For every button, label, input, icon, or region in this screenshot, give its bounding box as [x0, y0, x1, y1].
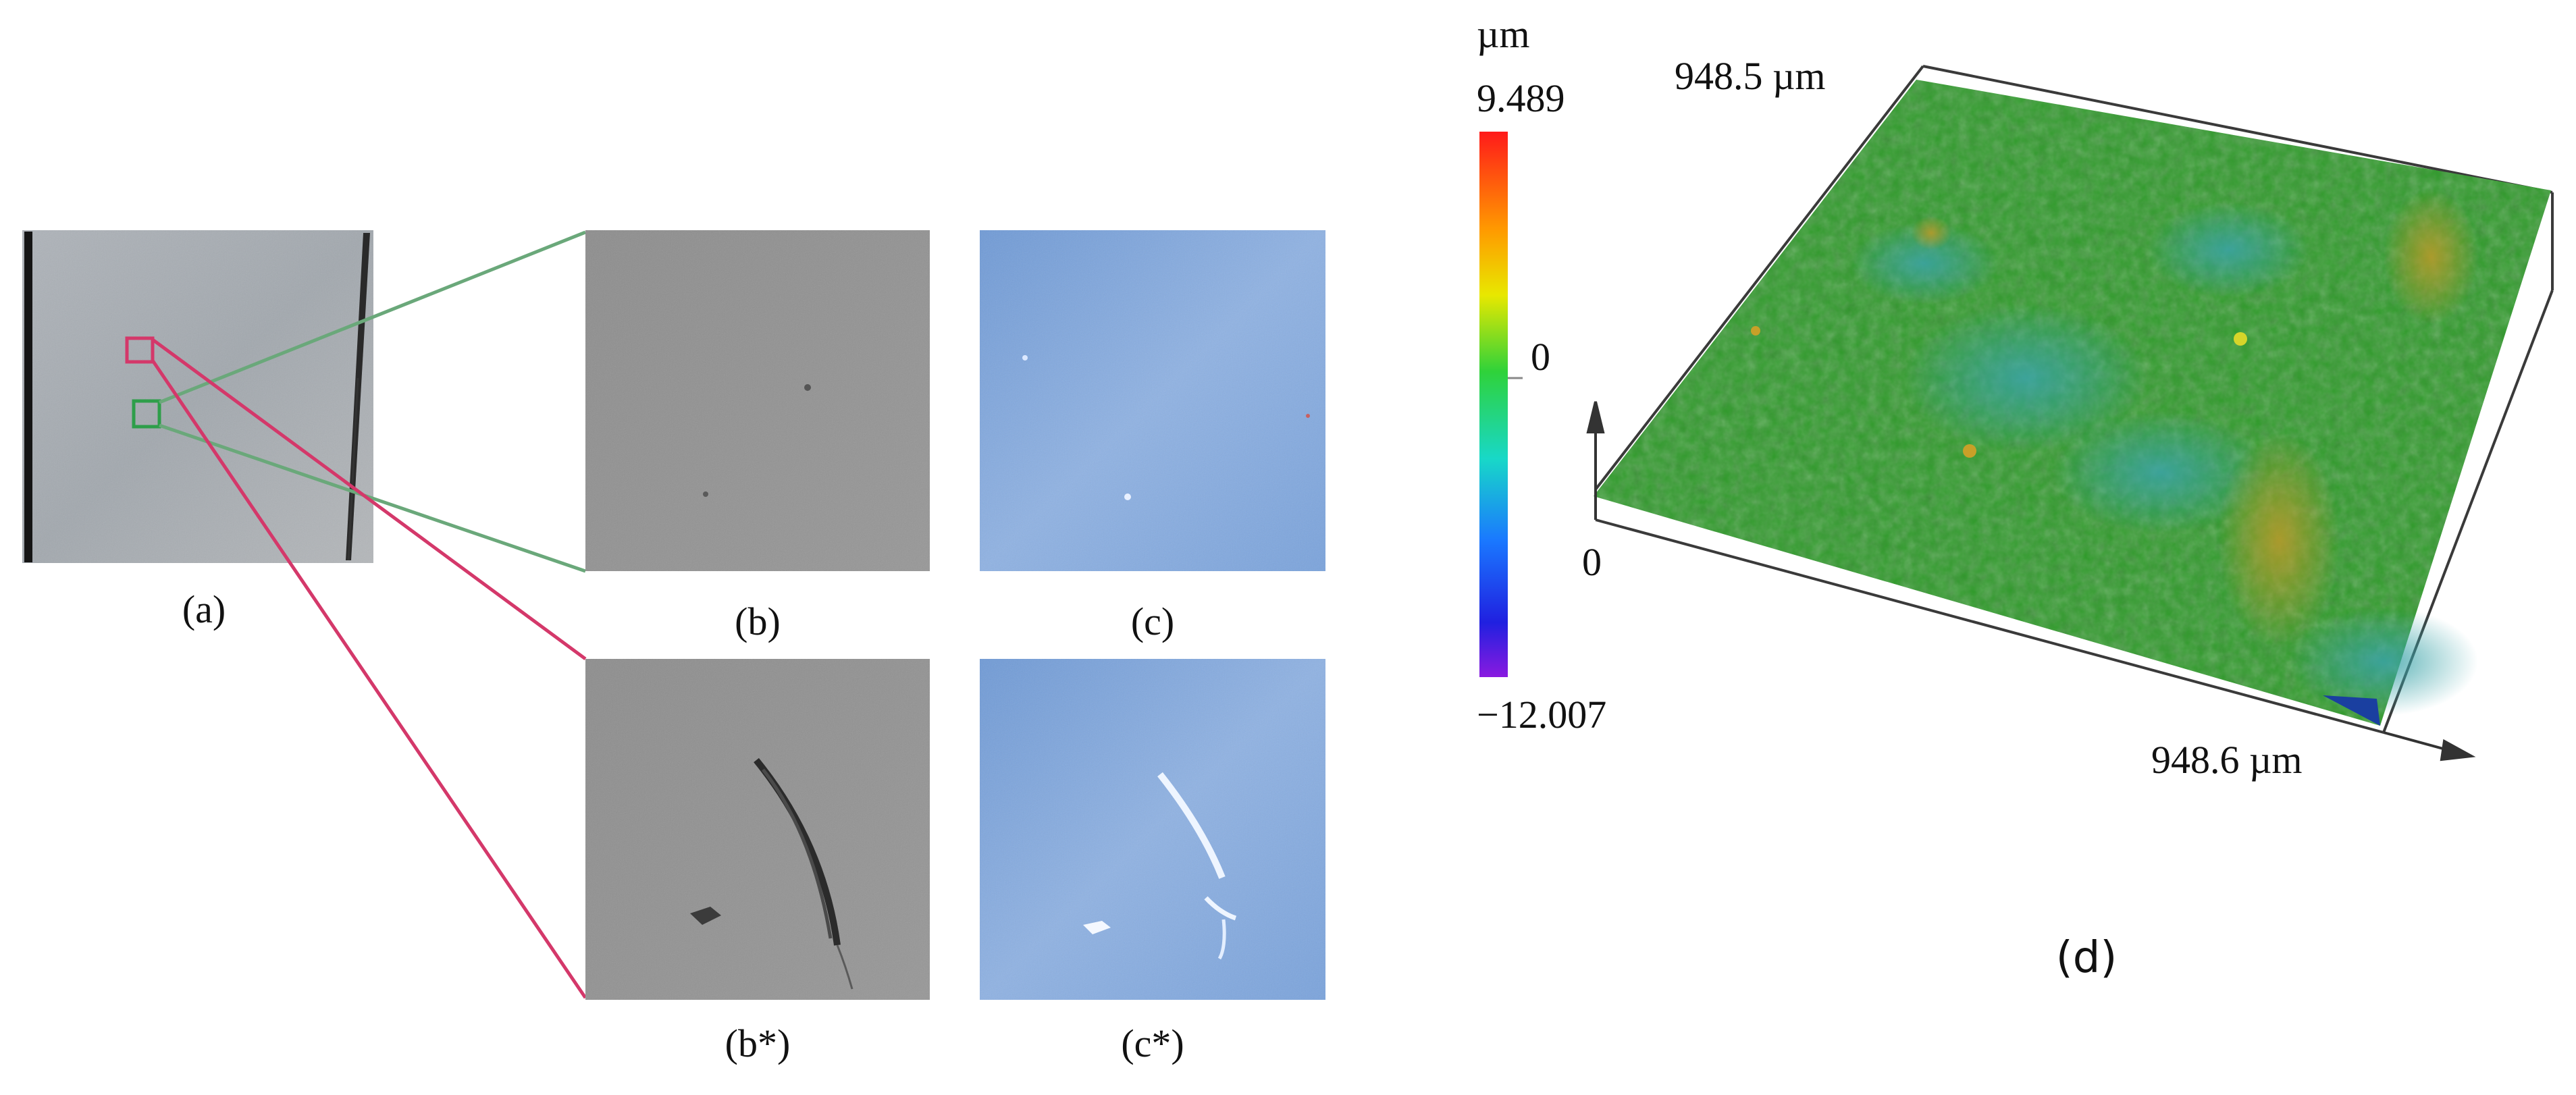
axis-arrows [1586, 401, 2476, 762]
panel-b-star-micrograph [585, 659, 930, 1000]
surface-3d: 948.5 µm 948.6 µm 0 [1582, 54, 2554, 782]
panel-d-label: (d) [2056, 933, 2118, 983]
panel-c-star-map [980, 659, 1325, 1000]
colorbar: µm 9.489 0 −12.007 [1477, 12, 1606, 737]
panel-b-label: (b) [735, 599, 781, 643]
colorbar-max-label: 9.489 [1477, 76, 1565, 120]
panel-c-star-label: (c*) [1121, 1021, 1184, 1065]
zoom-lines-green [159, 230, 586, 573]
surface-x-extent-label: 948.6 µm [2151, 738, 2303, 782]
region-marker-green [132, 399, 161, 429]
colorbar-gradient [1479, 132, 1508, 677]
panel-c-map [980, 230, 1325, 571]
panel-c-label: (c) [1131, 599, 1174, 643]
zoom-lines-red [151, 338, 587, 999]
surface-y-extent-label: 948.5 µm [1675, 54, 1826, 98]
colorbar-mid-label: 0 [1531, 335, 1550, 379]
region-marker-red [125, 336, 155, 364]
colorbar-unit: µm [1477, 12, 1530, 56]
panel-a-photo [22, 230, 373, 563]
panel-b-star-label: (b*) [725, 1021, 791, 1065]
panel-a-label: (a) [182, 587, 226, 631]
panel-b-micrograph [585, 230, 930, 571]
colorbar-min-label: −12.007 [1477, 693, 1606, 737]
surface-origin-label: 0 [1582, 540, 1602, 584]
